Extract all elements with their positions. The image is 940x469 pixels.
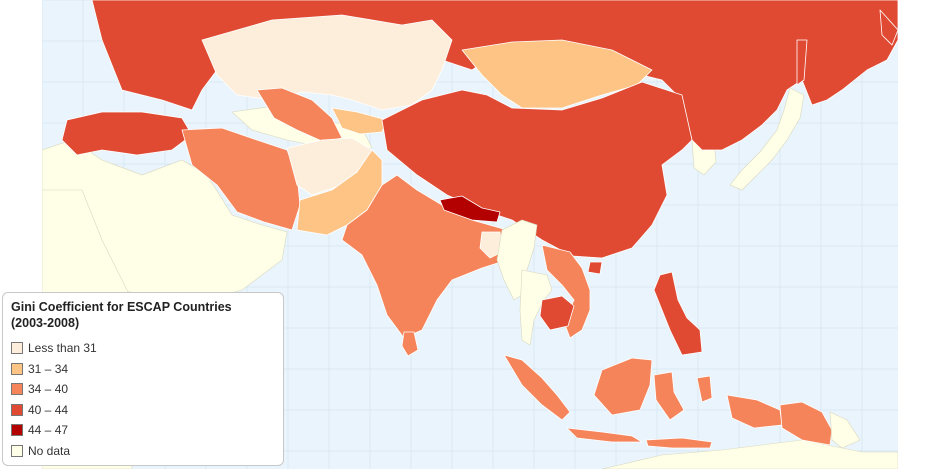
region-india[interactable] <box>341 174 523 339</box>
legend-label: 31 – 34 <box>28 361 69 376</box>
region-uzbekistan[interactable] <box>331 107 388 135</box>
legend-item[interactable]: 40 – 44 <box>11 400 275 421</box>
legend-title-line-2: (2003-2008) <box>11 316 80 330</box>
region-philippines[interactable] <box>653 271 703 356</box>
legend-swatch <box>11 444 23 457</box>
legend-label: 44 – 47 <box>28 423 69 438</box>
legend-label: No data <box>28 443 71 458</box>
region-papua-new-guinea[interactable] <box>779 401 833 446</box>
legend-label: 40 – 44 <box>28 402 69 417</box>
legend-title: Gini Coefficient for ESCAP Countries (20… <box>11 299 275 331</box>
region-kamchatka[interactable] <box>879 9 898 46</box>
region-vietnam[interactable] <box>541 244 591 339</box>
region-borneo[interactable] <box>593 357 653 416</box>
region-australia[interactable] <box>601 439 898 469</box>
region-sumatra[interactable] <box>503 354 571 421</box>
legend-label: 34 – 40 <box>28 382 69 397</box>
legend-swatch <box>11 342 23 355</box>
legend-item[interactable]: 34 – 40 <box>11 379 275 400</box>
region-sri-lanka[interactable] <box>401 331 419 357</box>
legend-label: Less than 31 <box>28 341 97 356</box>
region-thailand[interactable] <box>519 269 553 346</box>
legend-swatch <box>11 383 23 396</box>
region-maluku[interactable] <box>696 375 713 403</box>
region-turkmenistan[interactable] <box>256 87 343 143</box>
legend-title-line-1: Gini Coefficient for ESCAP Countries <box>11 300 232 314</box>
legend-swatch <box>11 424 23 437</box>
region-png-east[interactable] <box>829 411 861 449</box>
legend-item[interactable]: 44 – 47 <box>11 420 275 441</box>
region-bangladesh[interactable] <box>479 231 503 259</box>
region-java[interactable] <box>566 427 643 443</box>
legend-item[interactable]: No data <box>11 441 275 462</box>
legend-swatch <box>11 362 23 375</box>
legend-item[interactable]: Less than 31 <box>11 338 275 359</box>
map-legend: Gini Coefficient for ESCAP Countries (20… <box>2 292 284 466</box>
legend-swatch <box>11 403 23 416</box>
region-mongolia[interactable] <box>461 39 653 109</box>
legend-item[interactable]: 31 – 34 <box>11 359 275 380</box>
region-iran[interactable] <box>181 127 301 231</box>
region-hainan[interactable] <box>587 261 603 275</box>
region-cambodia[interactable] <box>539 295 575 331</box>
region-turkey[interactable] <box>61 111 193 156</box>
region-nepal[interactable] <box>439 195 501 223</box>
region-lesser-sunda[interactable] <box>645 437 713 449</box>
region-japan[interactable] <box>729 87 805 191</box>
region-sulawesi[interactable] <box>653 371 685 421</box>
region-sakhalin[interactable] <box>796 39 808 86</box>
legend-items: Less than 31 31 – 34 34 – 40 40 – 44 44 – 47… <box>11 338 275 461</box>
